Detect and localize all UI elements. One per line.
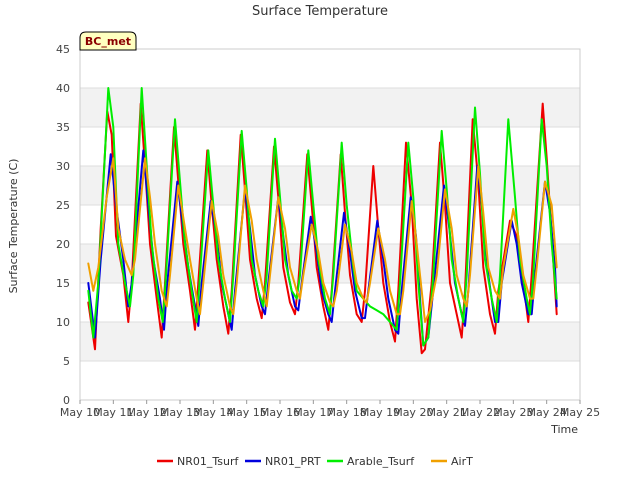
chart-title: Surface Temperature xyxy=(252,4,388,19)
x-tick-label: May 12 xyxy=(127,406,167,419)
station-badge-label: BC_met xyxy=(85,35,131,48)
station-badge: BC_met xyxy=(79,31,137,51)
y-tick-label: 45 xyxy=(56,43,70,56)
background-band xyxy=(80,166,580,205)
x-tick-label: May 21 xyxy=(427,406,467,419)
y-tick-label: 25 xyxy=(56,199,70,212)
y-tick-label: 5 xyxy=(63,355,70,368)
x-tick-label: May 23 xyxy=(493,406,533,419)
x-axis-title: Time xyxy=(550,423,578,436)
background-band xyxy=(80,322,580,361)
x-tick-label: May 16 xyxy=(260,406,300,419)
x-tick-label: May 22 xyxy=(460,406,500,419)
x-tick-label: May 13 xyxy=(160,406,200,419)
legend-label-airt: AirT xyxy=(451,455,473,468)
station-badge-box xyxy=(79,31,137,51)
y-tick-label: 15 xyxy=(56,277,70,290)
y-axis-ticks: 0 5 10 15 20 25 30 35 40 45 xyxy=(56,43,70,407)
y-axis-title: Surface Temperature (C) xyxy=(7,159,20,294)
background-bands xyxy=(80,88,580,361)
y-tick-label: 40 xyxy=(56,82,70,95)
legend-label-arable-tsurf: Arable_Tsurf xyxy=(347,455,415,468)
x-tick-label: May 15 xyxy=(227,406,267,419)
series-line-airt xyxy=(87,157,558,323)
x-tick-label: May 24 xyxy=(527,406,567,419)
x-tick-label: May 20 xyxy=(393,406,433,419)
background-band xyxy=(80,88,580,127)
legend: NR01_Tsurf NR01_PRT Arable_Tsurf AirT xyxy=(157,455,473,468)
x-tick-label: May 11 xyxy=(93,406,133,419)
x-tick-label: May 17 xyxy=(293,406,333,419)
y-tick-label: 35 xyxy=(56,121,70,134)
x-tick-label: May 18 xyxy=(327,406,367,419)
y-tick-label: 20 xyxy=(56,238,70,251)
x-tick-label: May 25 xyxy=(560,406,600,419)
series-lines xyxy=(87,87,558,355)
series-line-nr01-tsurf xyxy=(87,102,558,355)
x-tick-label: May 14 xyxy=(193,406,233,419)
x-tick-label: May 19 xyxy=(360,406,400,419)
y-tick-label: 10 xyxy=(56,316,70,329)
background-band xyxy=(80,244,580,283)
legend-label-nr01-prt: NR01_PRT xyxy=(265,455,321,468)
y-tick-label: 0 xyxy=(63,394,70,407)
legend-label-nr01-tsurf: NR01_Tsurf xyxy=(177,455,239,468)
x-tick-label: May 10 xyxy=(60,406,100,419)
plot-area-frame xyxy=(79,48,581,401)
y-tick-label: 30 xyxy=(56,160,70,173)
